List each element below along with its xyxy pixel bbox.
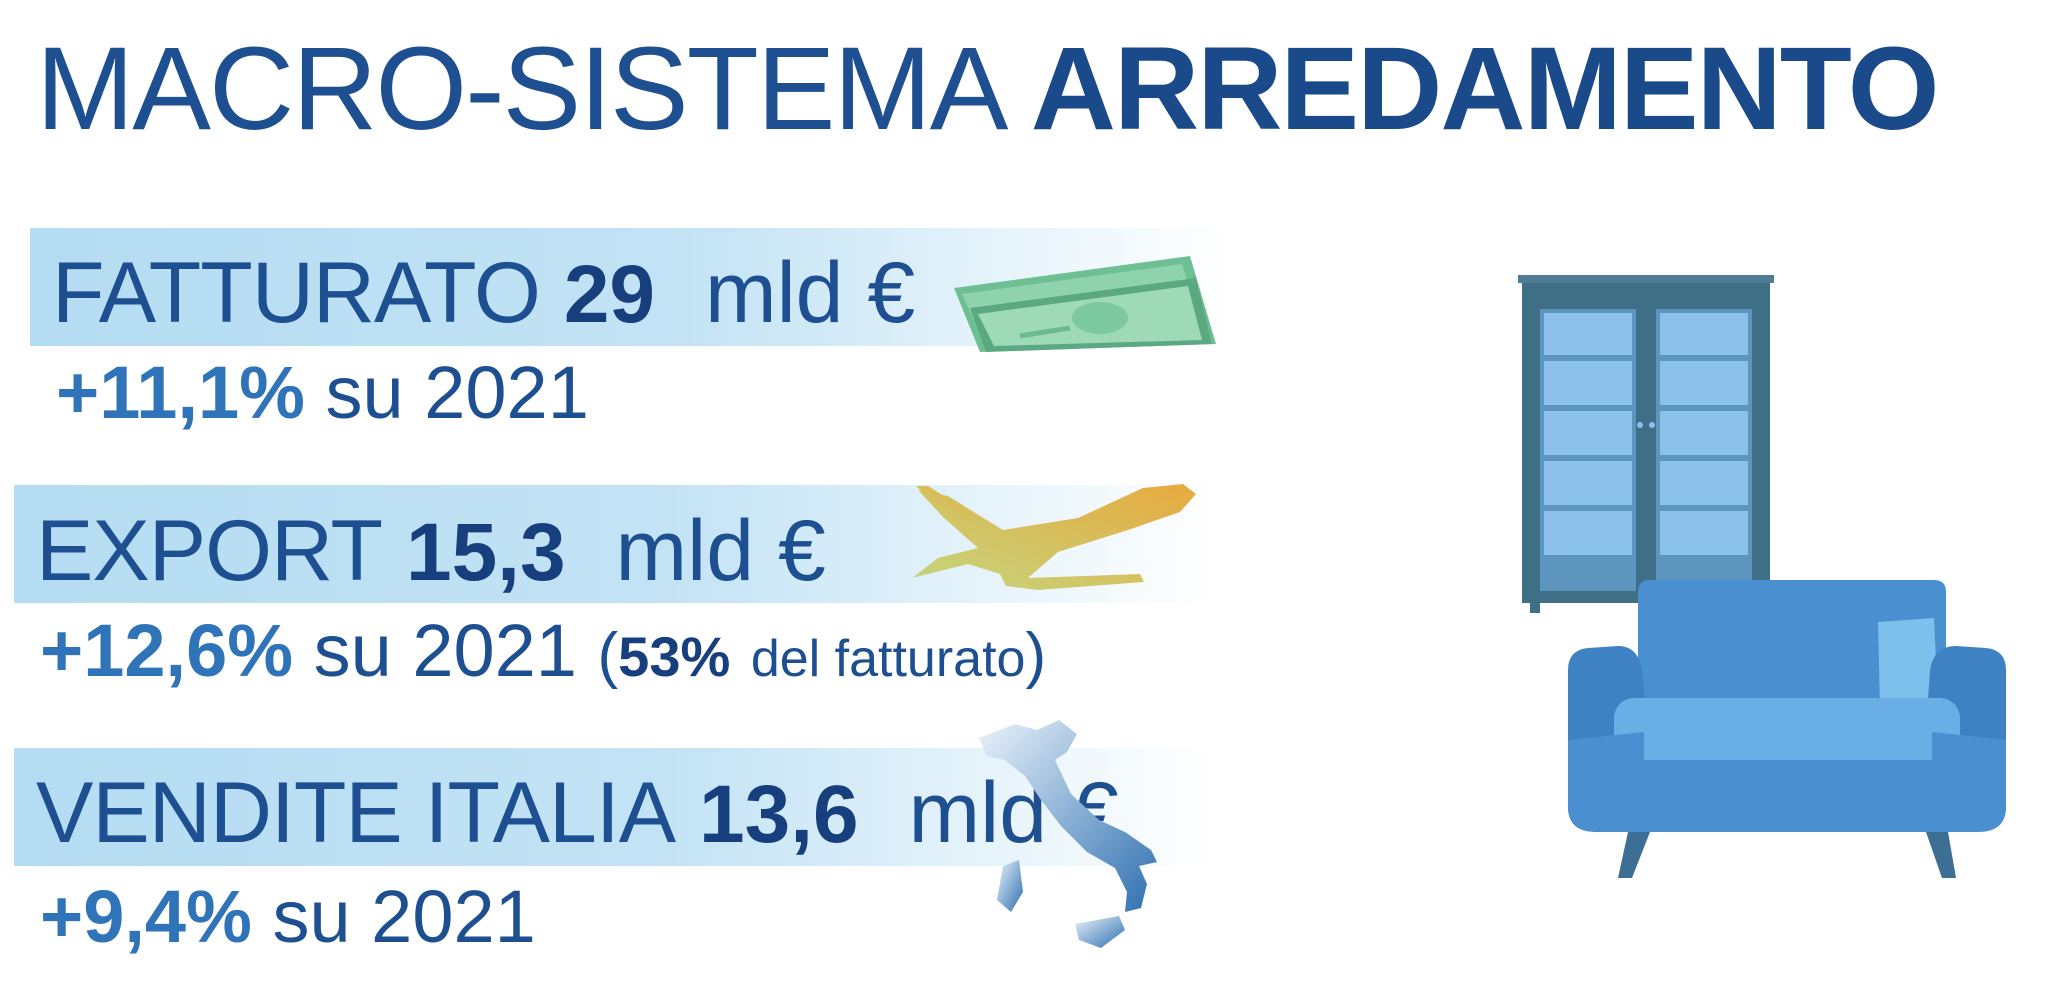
vendite-row: VENDITE ITALIA 13,6 mld € [36, 770, 1119, 856]
export-label: EXPORT [36, 503, 383, 599]
fatturato-change-row: +11,1% su 2021 [56, 356, 589, 430]
export-value: 15,3 [405, 507, 566, 598]
export-paren-open: ( [597, 621, 619, 690]
italy-map-icon [979, 720, 1157, 948]
vendite-value: 13,6 [699, 769, 859, 860]
cabinet-icon [1518, 275, 1774, 613]
export-unit: mld € [615, 503, 826, 599]
fatturato-row: FATTURATO 29 mld € [52, 250, 915, 336]
export-change-row: +12,6% su 2021 (53% del fatturato) [40, 614, 1046, 688]
sofa-icon [1568, 580, 2006, 878]
fatturato-label: FATTURATO [52, 245, 541, 341]
fatturato-change-text: su 2021 [325, 351, 589, 434]
export-share: 53% [618, 625, 731, 688]
export-share-text: del fatturato [750, 630, 1026, 688]
banknotes-icon [954, 256, 1216, 352]
export-change: +12,6% [40, 609, 294, 692]
fatturato-value: 29 [563, 249, 656, 340]
page-title: MACRO-SISTEMA ARREDAMENTO [36, 30, 1940, 148]
vendite-label: VENDITE ITALIA [36, 765, 676, 861]
airplane-icon [912, 484, 1196, 590]
vendite-change-text: su 2021 [272, 875, 536, 958]
title-bold: ARREDAMENTO [1030, 23, 1940, 155]
title-light: MACRO-SISTEMA [36, 23, 1002, 155]
export-row: EXPORT 15,3 mld € [36, 508, 826, 594]
fatturato-change: +11,1% [56, 351, 305, 434]
band-vendite [14, 748, 1214, 866]
vendite-change: +9,4% [40, 875, 252, 958]
fatturato-unit: mld € [704, 245, 916, 341]
export-change-text: su 2021 [313, 609, 577, 692]
export-paren-close: ) [1025, 621, 1047, 690]
vendite-change-row: +9,4% su 2021 [40, 880, 536, 954]
